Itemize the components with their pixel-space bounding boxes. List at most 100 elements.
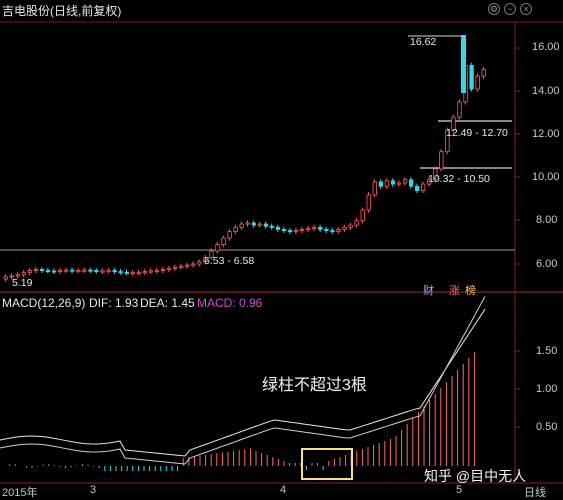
candle-body: [275, 226, 281, 230]
candle-body: [166, 267, 172, 270]
candle-body: [354, 220, 359, 226]
rank-badge[interactable]: 榜: [465, 285, 476, 297]
candle-body: [421, 183, 426, 191]
candle-body: [336, 229, 341, 233]
candle-body: [390, 180, 396, 185]
candle-body: [251, 222, 256, 226]
candle-body: [160, 268, 166, 271]
range-upper-label: 12.49 - 12.70: [446, 127, 508, 139]
candle-body: [209, 250, 214, 258]
candle-body: [414, 185, 420, 191]
indicator-name[interactable]: MACD(12,26,9): [2, 296, 86, 310]
rise-badge[interactable]: 涨: [449, 285, 460, 297]
candle-body: [106, 270, 111, 273]
candle-body: [287, 230, 293, 233]
price-tick-14: 14.00: [532, 85, 560, 97]
dif-line: [0, 308, 486, 457]
candle-body: [203, 257, 208, 263]
close-button[interactable]: ×: [520, 3, 532, 15]
high-price-label: 16.62: [410, 36, 437, 48]
candle-body: [245, 222, 250, 225]
price-tick-6: 6.00: [536, 258, 558, 270]
price-tick-10: 10.00: [532, 171, 560, 183]
watermark: 知乎 @目中无人: [424, 468, 527, 484]
candle-body: [239, 223, 244, 228]
dea-line: [0, 296, 486, 465]
candle-body: [94, 270, 99, 273]
candle-body: [372, 181, 377, 196]
candle-body: [293, 230, 299, 233]
x-label-mar: 3: [90, 484, 97, 496]
candle-body: [15, 274, 21, 277]
candle-body: [306, 227, 311, 230]
candle-body: [439, 151, 444, 170]
x-label-may: 5: [456, 484, 463, 496]
candle-body: [384, 180, 390, 187]
candle-body: [396, 182, 402, 185]
macd-tick-150: 1.50: [536, 345, 558, 357]
candle-body: [100, 270, 105, 273]
candle-body: [366, 194, 371, 211]
candle-body: [197, 261, 202, 265]
candle-body: [221, 237, 226, 245]
candle-peak: [461, 35, 466, 93]
candle-body: [481, 69, 486, 77]
candle-body: [130, 272, 135, 275]
candle-body: [348, 224, 353, 228]
candle-body: [263, 223, 269, 227]
macd-tick-100: 1.00: [536, 383, 558, 395]
settings-button[interactable]: ⚙: [488, 3, 500, 15]
annotation-note: 绿柱不超过3根: [262, 377, 367, 394]
price-tick-16: 16.00: [532, 41, 560, 53]
candle-body: [475, 75, 480, 90]
candle-body: [88, 269, 93, 272]
candle-body: [27, 270, 33, 274]
candle-body: [215, 244, 220, 252]
candle-body: [9, 275, 14, 278]
candle-body: [191, 263, 196, 266]
candle-body: [185, 264, 190, 267]
candle-body: [21, 272, 27, 276]
candle-body: [408, 179, 414, 187]
candle-body: [378, 181, 384, 187]
candle-body: [148, 270, 154, 273]
range-mid-label: 10.32 - 10.50: [428, 173, 490, 185]
candle-body: [45, 270, 51, 273]
period-label[interactable]: 日线: [524, 487, 546, 499]
candle-body: [136, 271, 142, 274]
candle-body: [227, 231, 232, 239]
macd-tick-050: 0.50: [536, 421, 558, 433]
price-tick-12: 12.00: [532, 128, 560, 140]
x-label-apr: 4: [280, 484, 287, 496]
candle-body: [124, 271, 129, 274]
candle-body: [269, 225, 275, 228]
candle-body: [142, 271, 148, 274]
candle-body: [427, 179, 432, 185]
candle-body: [445, 129, 450, 153]
candle-body: [300, 229, 305, 232]
candle-body: [312, 226, 317, 229]
axis-ticks: [515, 47, 520, 428]
low-price-label: 5.19: [12, 277, 33, 289]
green-bars-highlight-box: [301, 448, 353, 480]
candle-body: [58, 270, 63, 273]
candle-body: [33, 268, 39, 271]
candlestick-series: [3, 35, 486, 282]
candle-body: [318, 226, 323, 230]
candle-body: [342, 226, 347, 230]
candle-body: [233, 226, 238, 232]
minimize-button[interactable]: −: [504, 3, 516, 15]
window-title: 吉电股份(日线,前复权): [2, 4, 122, 18]
candle-body: [469, 64, 474, 90]
dif-value: DIF: 1.93: [89, 296, 139, 310]
dea-value: DEA: 1.45: [140, 296, 195, 310]
macd-histogram: [9, 352, 475, 471]
candle-body: [330, 230, 335, 233]
candle-body: [154, 270, 160, 273]
finance-badge[interactable]: 财: [423, 285, 434, 297]
candle-body: [451, 116, 456, 131]
candle-body: [64, 269, 69, 272]
price-tick-8: 8.00: [536, 214, 558, 226]
candle-body: [52, 270, 57, 273]
candle-body: [39, 268, 45, 271]
